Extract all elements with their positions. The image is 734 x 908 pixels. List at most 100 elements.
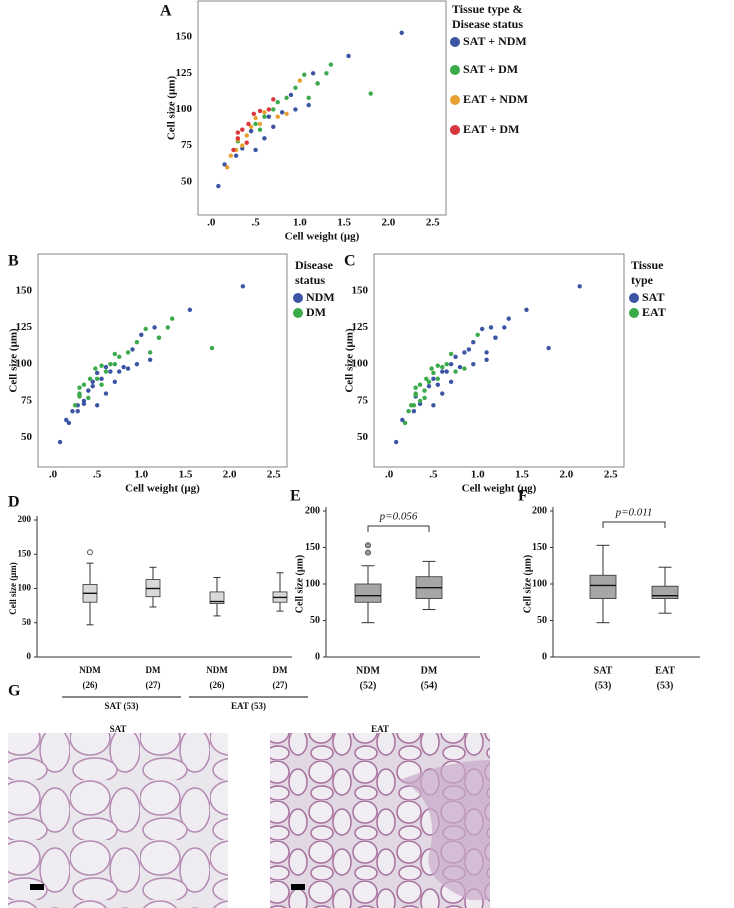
significance-bracket [602, 521, 666, 528]
y-tick-label: 150 [305, 542, 320, 553]
scatter-point [257, 121, 263, 127]
box [209, 591, 225, 604]
scatter-point [453, 369, 458, 374]
scatter-point [240, 127, 245, 132]
scatter-point [524, 307, 529, 313]
plot-frame [37, 253, 288, 468]
scatter-point [94, 376, 100, 382]
scatter-point [453, 354, 458, 360]
scatter-point [440, 391, 445, 396]
legend-label: SAT + NDM [463, 34, 527, 48]
scatter-point [93, 366, 98, 371]
scatter-point [466, 347, 472, 352]
y-tick-label: 50 [310, 615, 320, 626]
panel-letter: A [160, 3, 172, 20]
scatter-point [103, 364, 109, 370]
scatter-point [117, 354, 122, 360]
panel-letter: B [8, 253, 19, 270]
y-axis-label: Cell size (μm) [344, 328, 356, 393]
scatter-point [262, 114, 267, 119]
scatter-point [231, 147, 236, 153]
scatter-point [125, 366, 131, 371]
x-tick-label: 2.0 [223, 469, 237, 481]
x-tick-count: (53) [595, 680, 612, 691]
scatter-point [233, 153, 239, 158]
plot-frame [373, 253, 625, 468]
scatter-point [409, 403, 414, 408]
scatter-point [310, 71, 316, 76]
scatter-point [502, 325, 507, 330]
x-tick-count: (27) [273, 680, 288, 690]
legend-swatch [629, 308, 639, 318]
outlier [365, 549, 371, 556]
scatter-point [429, 366, 434, 371]
x-tick-label: 1.5 [179, 469, 193, 481]
scatter-point [302, 72, 307, 77]
scatter-point [297, 78, 303, 83]
scatter-point [235, 136, 241, 141]
scatter-point [279, 110, 285, 115]
legend-label: EAT + DM [463, 122, 519, 136]
scatter-point [577, 284, 582, 289]
scatter-point [81, 398, 87, 404]
scatter-point [471, 339, 476, 345]
y-axis-label: Cell size (μm) [522, 555, 533, 613]
panel-letter: E [290, 488, 301, 505]
x-tick-label: .5 [93, 469, 102, 481]
y-tick-label: 150 [18, 548, 32, 558]
legend-label: DM [306, 305, 326, 319]
scatter-point [484, 357, 489, 362]
scatter-point [435, 382, 441, 387]
x-tick-label: 1.0 [293, 217, 307, 229]
scatter-point [506, 316, 511, 321]
legend-swatch [293, 293, 303, 303]
x-tick-label: NDM [206, 665, 228, 675]
scatter-point [411, 408, 417, 414]
scatter-point [306, 95, 311, 101]
legend-label: SAT [642, 290, 664, 304]
scatter-point [253, 115, 258, 121]
scatter-point [112, 379, 118, 384]
scatter-point [315, 81, 320, 86]
p-value: p=0.011 [615, 507, 653, 519]
scatter-point [152, 325, 157, 330]
x-tick-label: 1.0 [471, 469, 485, 481]
y-tick-label: 150 [16, 284, 33, 296]
scatter-point [235, 130, 241, 135]
y-tick-label: 0 [315, 651, 320, 662]
y-tick-label: 125 [16, 321, 33, 333]
x-axis-label: Cell weight (μg) [462, 483, 537, 495]
scatter-point [165, 325, 170, 330]
image-title: EAT [371, 724, 389, 734]
outlier [365, 542, 371, 549]
scatter-point [266, 107, 272, 112]
y-tick-label: 100 [18, 583, 32, 593]
scatter-point [117, 369, 122, 374]
scatter-point [72, 403, 78, 408]
y-axis-label: Cell size (μm) [166, 76, 178, 141]
scatter-point [426, 379, 432, 384]
x-axis-label: Cell weight (μg) [285, 231, 360, 243]
x-tick-label: .5 [251, 217, 260, 229]
scatter-point [77, 385, 82, 390]
scatter-point [170, 316, 175, 321]
scatter-point [462, 350, 467, 355]
scatter-point [90, 379, 95, 384]
x-tick-count: (27) [146, 680, 161, 690]
scatter-point [471, 361, 476, 367]
legend-title: Tissue type & [452, 2, 522, 16]
scatter-point [225, 165, 230, 170]
legend-label: NDM [306, 290, 335, 304]
legend-swatch [450, 37, 460, 47]
scale-bar [30, 884, 44, 890]
legend-label: EAT [642, 305, 666, 319]
scatter-point [87, 376, 93, 382]
scatter-point [70, 408, 75, 414]
scatter-point [103, 391, 109, 396]
scatter-point [253, 121, 258, 127]
x-tick-label: SAT [594, 665, 613, 676]
scatter-point [417, 382, 423, 387]
scatter-point [417, 398, 423, 404]
outlier [87, 549, 93, 556]
x-tick-count: (54) [421, 680, 438, 691]
